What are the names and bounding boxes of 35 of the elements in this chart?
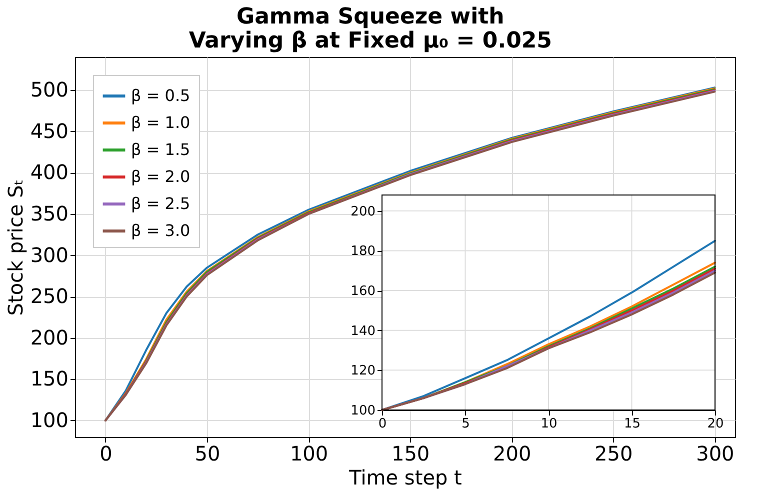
y-tick-label: 150 [30,366,68,391]
x-tick-label: 100 [290,442,328,466]
y-tick-label: 400 [30,160,68,184]
x-tick-label: 50 [194,442,220,466]
y-tick-label: 160 [350,284,376,300]
x-tick-label: 250 [594,442,633,466]
x-tick-label: 300 [696,442,734,466]
x-axis-title: Time step t [348,466,462,490]
y-tick-label: 100 [350,404,376,418]
y-tick-label: 250 [30,284,68,308]
legend-label: β = 3.0 [131,221,190,240]
legend-label: β = 1.5 [131,140,190,159]
y-axis-title: Stock price Sₜ [3,179,28,316]
legend-label: β = 2.0 [131,167,190,186]
x-tick-label: 0 [378,416,387,432]
legend-label: β = 1.0 [131,113,190,132]
y-tick-label: 350 [30,201,68,226]
y-tick-label: 140 [350,324,376,339]
x-tick-label: 10 [540,416,558,432]
y-tick-label: 200 [30,325,68,350]
x-tick-label: 0 [100,442,112,466]
x-tick-label: 15 [624,416,641,432]
x-tick-label: 200 [493,442,532,466]
chart-title: Gamma Squeeze with Varying β at Fixed μ₀ = 0.025 [188,4,552,54]
x-tick-label: 150 [391,442,430,466]
y-tick-label: 120 [350,364,376,379]
y-tick-label: 500 [30,78,68,102]
y-tick-label: 200 [350,204,376,220]
y-tick-label: 180 [350,244,376,260]
x-tick-label: 5 [462,416,470,432]
legend-label: β = 2.5 [131,194,190,213]
y-tick-label: 300 [30,242,68,267]
y-tick-label: 450 [30,118,68,143]
x-tick-label: 20 [707,416,724,432]
legend-label: β = 0.5 [131,86,190,105]
